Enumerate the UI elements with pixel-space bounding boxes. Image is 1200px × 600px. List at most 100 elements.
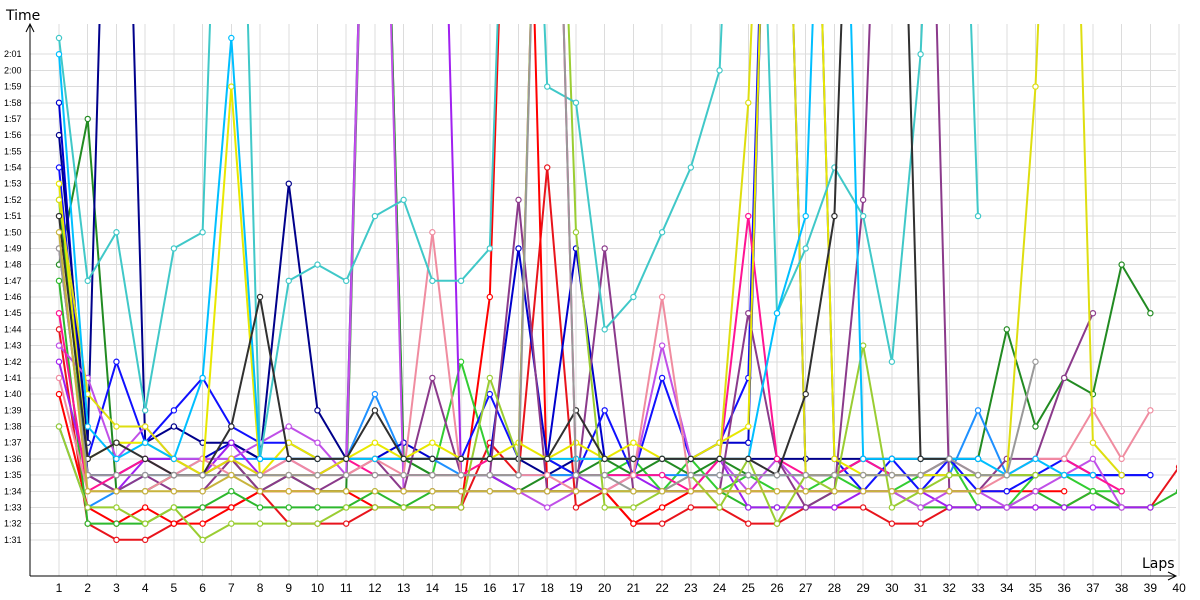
y-tick-label: 1:53 — [4, 179, 22, 189]
x-tick-label: 23 — [684, 581, 698, 595]
data-point — [1147, 309, 1154, 317]
data-point — [917, 504, 924, 511]
x-tick-label: 18 — [541, 581, 555, 595]
data-point — [658, 455, 666, 463]
y-tick-label: 1:39 — [4, 405, 22, 415]
data-point — [55, 164, 63, 171]
data-point — [457, 471, 465, 479]
data-point — [773, 504, 781, 511]
y-tick-label: 2:00 — [4, 65, 22, 75]
data-point — [84, 520, 91, 527]
x-tick-label: 10 — [311, 581, 325, 595]
data-point — [1032, 471, 1039, 479]
data-point — [745, 439, 752, 446]
data-point — [974, 455, 982, 463]
data-point — [802, 245, 809, 252]
data-point — [371, 390, 379, 398]
data-point — [486, 455, 493, 463]
data-point — [371, 439, 379, 446]
data-point — [170, 245, 178, 252]
data-point — [228, 34, 235, 42]
x-tick-label: 37 — [1086, 581, 1100, 595]
data-point — [1089, 439, 1097, 446]
data-point — [314, 504, 321, 511]
data-point — [1060, 455, 1068, 463]
data-point — [228, 504, 235, 511]
data-point — [343, 455, 350, 463]
data-point — [974, 504, 982, 511]
data-point — [687, 164, 695, 171]
data-point — [630, 293, 637, 301]
data-point — [457, 455, 465, 463]
data-point — [515, 488, 522, 495]
x-tick-label: 31 — [914, 581, 928, 595]
x-tick-label: 26 — [770, 581, 784, 595]
x-tick-label: 35 — [1029, 581, 1043, 595]
x-tick-label: 7 — [228, 581, 235, 595]
data-point — [773, 520, 781, 527]
data-point — [946, 488, 953, 495]
data-point — [486, 488, 493, 495]
data-point — [1147, 504, 1154, 511]
data-point — [170, 488, 178, 495]
y-tick-label: 1:47 — [4, 276, 22, 286]
y-tick-label: 1:50 — [4, 227, 22, 237]
y-tick-label: 1:37 — [4, 438, 22, 448]
data-point — [1032, 488, 1039, 495]
data-point — [457, 277, 465, 285]
data-point — [1118, 261, 1125, 268]
data-point — [630, 520, 637, 527]
data-point — [170, 471, 178, 479]
x-tick-label: 5 — [171, 581, 178, 595]
data-point — [84, 504, 91, 511]
data-point — [974, 407, 982, 414]
x-tick-label: 19 — [569, 581, 583, 595]
data-point — [429, 504, 436, 511]
data-point — [946, 455, 953, 463]
data-point — [1118, 504, 1125, 511]
data-point — [544, 83, 551, 90]
y-tick-label: 1:56 — [4, 130, 22, 140]
data-point — [745, 309, 752, 317]
data-point — [1060, 488, 1068, 495]
data-point — [55, 342, 63, 349]
data-point — [55, 374, 63, 382]
data-point — [285, 471, 292, 479]
data-point — [658, 342, 666, 349]
data-point — [486, 471, 493, 479]
data-point — [515, 245, 522, 252]
data-point — [572, 471, 580, 479]
data-point — [170, 455, 178, 463]
x-tick-label: 20 — [598, 581, 612, 595]
data-point — [429, 471, 436, 479]
y-tick-label: 1:42 — [4, 357, 22, 367]
data-point — [228, 83, 235, 90]
x-tick-label: 21 — [627, 581, 641, 595]
data-point — [601, 488, 608, 495]
y-tick-label: 1:44 — [4, 324, 22, 334]
data-point — [773, 309, 781, 317]
data-point — [1032, 358, 1039, 365]
y-axis-arrow — [25, 22, 35, 33]
data-point — [773, 488, 781, 495]
data-point — [572, 488, 580, 495]
data-point — [55, 390, 63, 398]
series-layer — [55, 24, 1177, 544]
data-point — [228, 423, 235, 430]
data-point — [946, 471, 953, 479]
data-point — [141, 423, 149, 430]
data-point — [658, 471, 666, 479]
x-tick-label: 13 — [397, 581, 411, 595]
data-point — [55, 196, 63, 204]
data-point — [544, 455, 551, 463]
data-point — [859, 504, 867, 511]
series-1 — [55, 164, 1177, 544]
data-point — [486, 245, 493, 252]
data-point — [1032, 504, 1039, 511]
data-point — [1089, 455, 1097, 463]
data-point — [285, 423, 292, 430]
data-point — [544, 488, 551, 495]
data-point — [831, 455, 838, 463]
data-point — [687, 504, 695, 511]
series-line — [58, 24, 1065, 525]
